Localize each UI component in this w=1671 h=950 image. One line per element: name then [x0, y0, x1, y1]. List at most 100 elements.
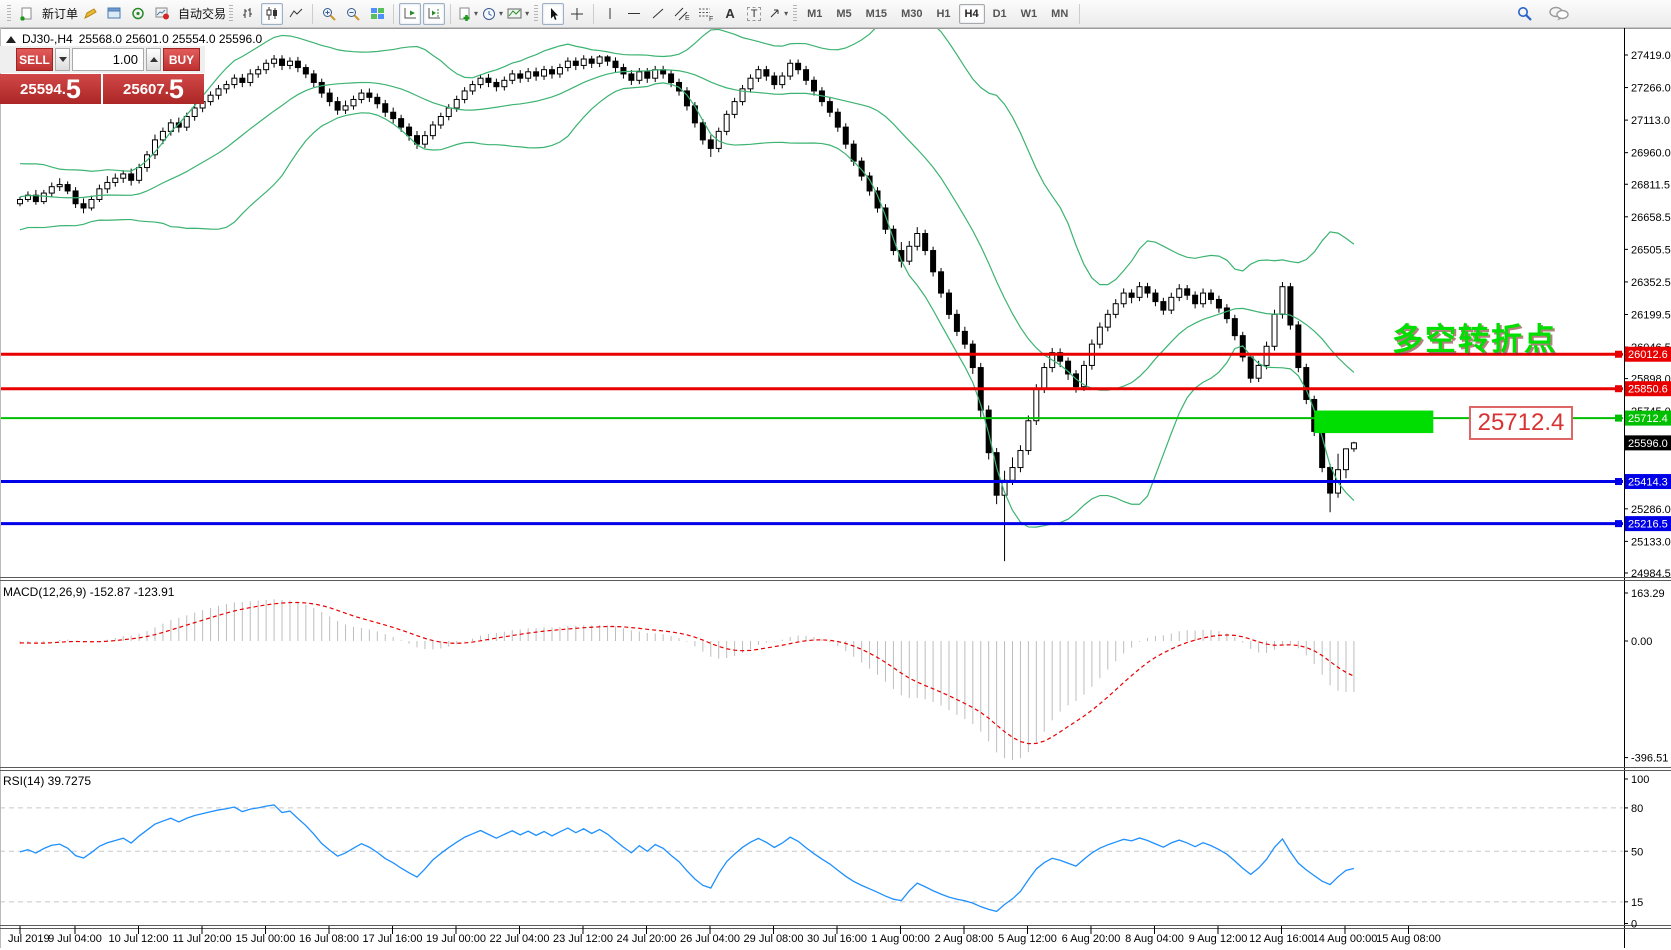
trendline-button[interactable] — [647, 3, 669, 25]
data-window-button[interactable] — [103, 3, 125, 25]
divider — [312, 3, 314, 24]
zoom-out-button[interactable] — [342, 3, 364, 25]
chevron-down-icon: ▾ — [474, 9, 479, 18]
timeframe-m30[interactable]: M30 — [901, 7, 923, 20]
buy-price-dot: . — [164, 81, 169, 98]
one-click-prices: 25594. 5 25607. 5 — [0, 74, 205, 104]
group-grip[interactable] — [534, 4, 539, 23]
signals-button[interactable] — [127, 3, 149, 25]
candle-chart-button[interactable] — [261, 2, 284, 25]
svg-text:27266.0: 27266.0 — [1631, 83, 1671, 95]
volume-input[interactable] — [72, 48, 144, 71]
periods-button[interactable]: ▾ — [481, 3, 504, 25]
timeframe-h1[interactable]: H1 — [936, 7, 951, 20]
chat-button[interactable] — [1548, 3, 1570, 25]
group-grip[interactable] — [793, 4, 798, 23]
new-order-button[interactable] — [15, 3, 37, 25]
cursor-button[interactable] — [542, 2, 565, 25]
label-tool-button[interactable]: T — [743, 3, 765, 25]
svg-text:26505.5: 26505.5 — [1631, 244, 1671, 256]
arrows-icon — [770, 9, 779, 18]
toolbar-grip[interactable] — [7, 4, 11, 23]
turning-point-annotation[interactable]: 多空转折点 — [1392, 322, 1557, 357]
svg-text:11 Jul 20:00: 11 Jul 20:00 — [172, 933, 231, 945]
buy-price[interactable]: 25607. 5 — [103, 74, 204, 104]
sell-price-main: 25594 — [20, 81, 62, 98]
svg-text:30 Jul 16:00: 30 Jul 16:00 — [807, 933, 867, 945]
chart-shift-button[interactable] — [423, 2, 446, 25]
svg-text:F: F — [709, 16, 713, 21]
text-tool-button[interactable]: A — [719, 3, 741, 25]
svg-text:26012.6: 26012.6 — [1628, 349, 1668, 361]
svg-text:9 Jul 04:00: 9 Jul 04:00 — [48, 933, 102, 945]
vertical-line-button[interactable] — [599, 3, 621, 25]
timeframe-h4[interactable]: H4 — [958, 3, 985, 24]
symbol-period: DJ30-,H4 — [22, 32, 73, 46]
timeframe-m15[interactable]: M15 — [865, 7, 888, 20]
search-icon — [1518, 6, 1532, 21]
horizontal-line-button[interactable] — [623, 3, 645, 25]
vline-icon — [609, 8, 611, 19]
tile-windows-button[interactable] — [366, 3, 388, 25]
channel-button[interactable]: E — [671, 3, 693, 25]
main-toolbar: 新订单 自动交易 — [0, 0, 1671, 28]
level-callout-box[interactable]: 25712.4 — [1469, 406, 1573, 440]
candles-chart-icon — [266, 7, 278, 20]
volume-increase-button[interactable] — [146, 48, 161, 71]
svg-text:8 Aug 04:00: 8 Aug 04:00 — [1125, 933, 1184, 945]
svg-text:15 Aug 08:00: 15 Aug 08:00 — [1376, 933, 1441, 945]
buy-price-main: 25607 — [123, 81, 165, 98]
autoscroll-button[interactable] — [399, 2, 422, 25]
chevron-down-icon: ▾ — [525, 9, 530, 18]
svg-text:9 Aug 12:00: 9 Aug 12:00 — [1189, 933, 1248, 945]
indicators-button[interactable]: ▾ — [456, 3, 479, 25]
autotrading-icon — [155, 7, 169, 20]
svg-text:0: 0 — [1631, 919, 1637, 931]
group-grip[interactable] — [229, 4, 234, 23]
bar-chart-button[interactable] — [237, 3, 259, 25]
pencil-icon — [84, 8, 97, 20]
zoom-in-button[interactable] — [318, 3, 340, 25]
svg-text:22 Jul 04:00: 22 Jul 04:00 — [490, 933, 550, 945]
svg-text:17 Jul 16:00: 17 Jul 16:00 — [363, 933, 423, 945]
collapse-panel-icon[interactable] — [6, 35, 16, 43]
crosshair-button[interactable] — [566, 3, 588, 25]
svg-text:26658.5: 26658.5 — [1631, 212, 1671, 224]
line-chart-button[interactable] — [285, 3, 307, 25]
metaeditor-button[interactable] — [79, 3, 101, 25]
timeframe-w1[interactable]: W1 — [1020, 7, 1038, 20]
autotrading-button[interactable] — [151, 3, 173, 25]
search-button[interactable] — [1514, 3, 1536, 25]
new-order-label[interactable]: 新订单 — [42, 7, 79, 21]
timeframe-mn[interactable]: MN — [1051, 7, 1069, 20]
timeframe-m1[interactable]: M1 — [807, 7, 823, 20]
templates-button[interactable]: ▾ — [506, 3, 530, 25]
svg-text:10 Jul 12:00: 10 Jul 12:00 — [109, 933, 169, 945]
svg-text:25850.6: 25850.6 — [1628, 384, 1668, 396]
svg-text:2 Aug 08:00: 2 Aug 08:00 — [935, 933, 994, 945]
macd-indicator-label: MACD(12,26,9) -152.87 -123.91 — [3, 585, 175, 599]
svg-text:0.00: 0.00 — [1631, 636, 1652, 648]
hline-icon — [628, 13, 641, 14]
svg-text:6 Aug 20:00: 6 Aug 20:00 — [1062, 933, 1121, 945]
timeframe-m5[interactable]: M5 — [836, 7, 852, 20]
autotrading-label[interactable]: 自动交易 — [178, 7, 227, 21]
svg-text:29 Jul 08:00: 29 Jul 08:00 — [744, 933, 804, 945]
timeframe-d1[interactable]: D1 — [992, 7, 1007, 20]
svg-text:27113.0: 27113.0 — [1631, 115, 1670, 127]
channel-icon: E — [674, 7, 690, 21]
arrows-tool-button[interactable]: ▾ — [767, 3, 789, 25]
bars-chart-icon — [243, 8, 253, 18]
new-order-icon — [20, 7, 31, 20]
volume-decrease-button[interactable] — [55, 48, 70, 71]
fibonacci-button[interactable]: F — [695, 3, 717, 25]
svg-text:1 Aug 00:00: 1 Aug 00:00 — [871, 933, 930, 945]
chevron-down-icon: ▾ — [784, 9, 789, 18]
buy-button[interactable]: BUY — [163, 48, 200, 71]
triangle-up-icon — [149, 57, 158, 62]
sell-price[interactable]: 25594. 5 — [0, 74, 101, 104]
signal-icon — [132, 7, 144, 20]
sell-button[interactable]: SELL — [16, 48, 53, 71]
